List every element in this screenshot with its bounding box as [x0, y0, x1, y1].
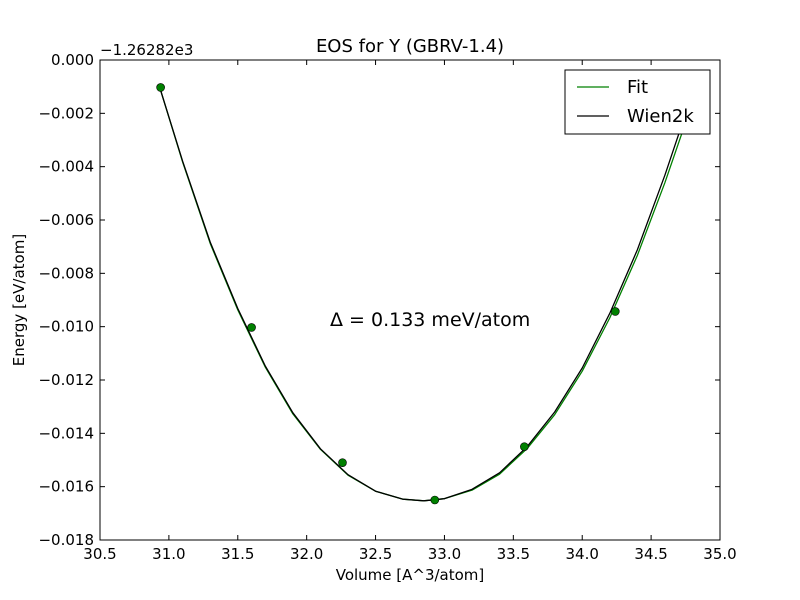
legend-box: [564, 69, 711, 135]
y-tick-label: −0.010: [38, 318, 94, 336]
y-tick-label: −0.002: [38, 104, 94, 122]
x-tick-label: 30.5: [83, 545, 116, 563]
x-tick-label: 34.5: [634, 545, 667, 563]
y-tick-label: −0.006: [38, 211, 94, 229]
plot-area: [100, 60, 720, 540]
legend: Fit Wien2k: [564, 69, 711, 135]
data-point: [520, 442, 529, 451]
x-tick-label: 33.5: [497, 545, 530, 563]
data-point: [156, 83, 165, 92]
y-tick-label: −0.014: [38, 424, 94, 442]
legend-label-wien2k: Wien2k: [627, 106, 694, 127]
data-point: [338, 458, 347, 467]
y-tick-label: −0.016: [38, 478, 94, 496]
x-tick-label: 31.0: [152, 545, 185, 563]
x-tick-label: 32.0: [290, 545, 323, 563]
y-tick-label: 0.000: [51, 51, 94, 69]
y-tick-label: −0.018: [38, 531, 94, 549]
tick-layer: 30.5 31.0 31.5 32.0 32.5 33.0 33.5 34.0 34.5 35.0…: [38, 51, 736, 563]
y-tick-label: −0.012: [38, 371, 94, 389]
legend-label-fit: Fit: [627, 77, 648, 98]
plot-frame: [99, 59, 721, 541]
data-point: [247, 323, 256, 332]
series-layer: [158, 85, 694, 502]
series-line-wien2k: [158, 85, 694, 502]
x-axis-label: Volume [A^3/atom]: [336, 566, 485, 584]
data-point: [610, 307, 620, 316]
x-tick-label: 35.0: [703, 545, 736, 563]
y-offset-label: −1.26282e3: [100, 41, 193, 59]
data-point: [430, 495, 440, 505]
x-tick-label: 33.0: [428, 545, 461, 563]
chart-title: EOS for Y (GBRV-1.4): [316, 36, 504, 57]
y-tick-label: −0.008: [38, 264, 94, 282]
x-tick-label: 32.5: [359, 545, 392, 563]
delta-annotation: Δ = 0.133 meV/atom: [330, 309, 530, 331]
x-tick-label: 34.0: [566, 545, 599, 563]
marker-layer: [156, 83, 620, 505]
x-tick-label: 31.5: [221, 545, 254, 563]
y-axis-label: Energy [eV/atom]: [10, 234, 28, 366]
y-tick-label: −0.004: [38, 158, 94, 176]
